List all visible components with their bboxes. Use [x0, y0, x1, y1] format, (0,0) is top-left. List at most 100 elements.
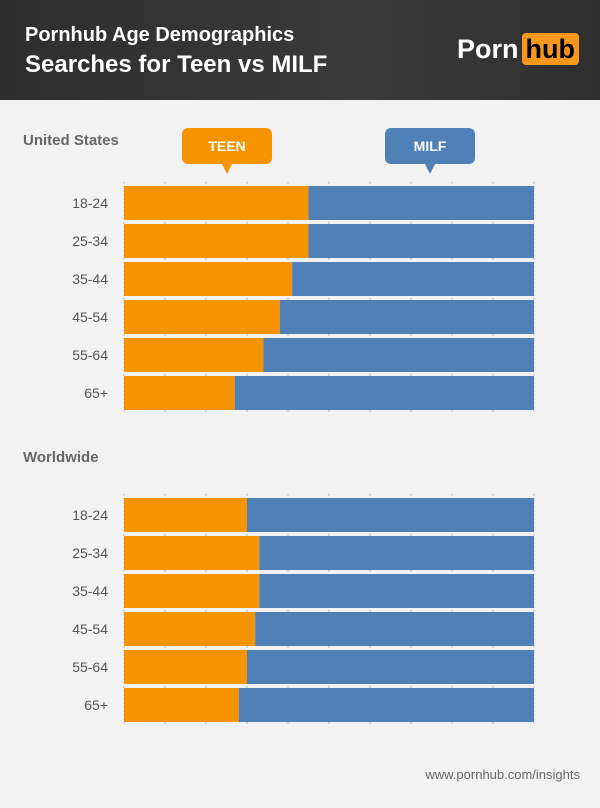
gridline-dot [328, 258, 330, 260]
gridline-dot [369, 646, 371, 648]
bar-milf-55-64 [263, 338, 534, 372]
gridline-dot [533, 258, 535, 260]
gridline-dot [492, 410, 494, 412]
gridline-dot [246, 722, 248, 724]
gridline-dot [369, 374, 371, 376]
gridline-dot [410, 722, 412, 724]
gridline-dot [123, 722, 125, 724]
gridline-dot [246, 258, 248, 260]
legend-teen: TEEN [182, 128, 272, 174]
pornhub-logo: Porn hub [457, 33, 579, 65]
bar-teen-55-64 [124, 338, 264, 372]
gridline-dot [492, 334, 494, 336]
gridline-dot [164, 570, 166, 572]
gridline-dot [369, 494, 371, 496]
gridline-dot [123, 610, 125, 612]
gridline-dot [492, 610, 494, 612]
tick-label: 35-44 [72, 271, 108, 287]
gridline-dot [533, 374, 535, 376]
gridline-dot [533, 570, 535, 572]
bar-milf-65+ [238, 688, 535, 722]
gridline-dot [410, 222, 412, 224]
gridline-dot [451, 182, 453, 184]
gridline-dot [492, 570, 494, 572]
bar-teen-65+ [124, 376, 235, 410]
gridline-dot [164, 334, 166, 336]
tick-label: 45-54 [72, 309, 108, 325]
bar-teen-45-54 [124, 612, 256, 646]
gridline-dot [287, 570, 289, 572]
gridline-dot [205, 334, 207, 336]
gridline-dot [533, 686, 535, 688]
bar-teen-18-24 [124, 186, 309, 220]
gridline-dot [328, 722, 330, 724]
tick-label: 25-34 [72, 233, 108, 249]
gridline-dot [369, 610, 371, 612]
gridline-dot [410, 570, 412, 572]
gridline-dot [164, 534, 166, 536]
gridline-dot [123, 646, 125, 648]
gridline-dot [492, 686, 494, 688]
gridline-dot [287, 646, 289, 648]
gridline-dot [533, 182, 535, 184]
gridline-dot [451, 494, 453, 496]
bar-milf-18-24 [308, 186, 534, 220]
gridline-dot [287, 374, 289, 376]
gridline-dot [533, 334, 535, 336]
gridline-dot [533, 534, 535, 536]
gridline-dot [164, 686, 166, 688]
gridline-dot [533, 646, 535, 648]
bar-milf-25-34 [308, 224, 534, 258]
bar-teen-25-34 [124, 536, 260, 570]
gridline-dot [533, 410, 535, 412]
gridline-dot [164, 222, 166, 224]
legend-milf: MILF [385, 128, 475, 174]
gridline-dot [164, 494, 166, 496]
gridline-dot [410, 686, 412, 688]
bar-milf-45-54 [279, 300, 534, 334]
gridline-dot [328, 610, 330, 612]
gridline-dot [369, 534, 371, 536]
gridline-dot [369, 334, 371, 336]
gridline-dot [287, 534, 289, 536]
gridline-dot [369, 686, 371, 688]
gridline-dot [369, 570, 371, 572]
gridline-dot [328, 570, 330, 572]
gridline-dot [451, 534, 453, 536]
gridline-dot [328, 494, 330, 496]
bar-teen-35-44 [124, 574, 260, 608]
bar-teen-18-24 [124, 498, 247, 532]
gridline-dot [492, 222, 494, 224]
gridline-dot [246, 298, 248, 300]
gridline-dot [205, 646, 207, 648]
gridline-dot [205, 258, 207, 260]
gridline-dot [328, 374, 330, 376]
gridline-dot [533, 722, 535, 724]
tick-label: 18-24 [72, 195, 108, 211]
tick-label: 45-54 [72, 621, 108, 637]
gridline-dot [451, 570, 453, 572]
gridline-dot [287, 686, 289, 688]
gridline-dot [287, 494, 289, 496]
gridline-dot [205, 374, 207, 376]
gridline-dot [410, 182, 412, 184]
gridline-dot [369, 722, 371, 724]
gridline-dot [246, 686, 248, 688]
gridline-dot [123, 534, 125, 536]
gridline-dot [205, 410, 207, 412]
gridline-dot [533, 222, 535, 224]
bar-teen-45-54 [124, 300, 280, 334]
gridline-dot [287, 410, 289, 412]
gridline-dot [246, 374, 248, 376]
gridline-dot [246, 182, 248, 184]
gridline-dot [205, 222, 207, 224]
gridline-dot [410, 534, 412, 536]
gridline-dot [205, 534, 207, 536]
gridline-dot [164, 258, 166, 260]
gridline-dot [164, 722, 166, 724]
gridline-dot [123, 222, 125, 224]
gridline-dot [369, 222, 371, 224]
gridline-dot [369, 258, 371, 260]
bar-milf-18-24 [247, 498, 534, 532]
